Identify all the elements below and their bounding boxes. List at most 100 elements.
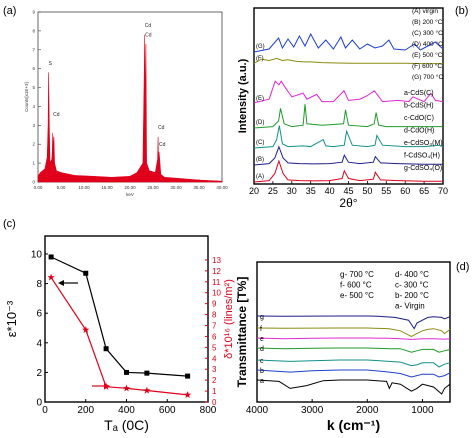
- panel-label-a: (a): [3, 5, 16, 17]
- x-tick-label-b: 65: [419, 186, 429, 196]
- strain-line: [50, 256, 188, 377]
- y-tick-label-a: 9: [32, 10, 35, 15]
- y-tick-label-right-c: 4: [212, 354, 217, 363]
- legend-temp-b: (E) 500 °C: [412, 51, 443, 59]
- x-tick-label-b: 40: [325, 186, 335, 196]
- xrd-series-f: [253, 57, 443, 65]
- strain-point: [144, 370, 150, 376]
- peak-label-a: Cd: [53, 112, 60, 118]
- plot-frame-d: [256, 261, 451, 403]
- dislocation-point: [82, 326, 90, 333]
- legend-phase-b: e-CdSO₃(M): [404, 140, 443, 147]
- y-axis-label-a: Counts[x1E+3]: [24, 82, 29, 112]
- legend-phase-b: b-CdS(H): [404, 103, 434, 110]
- x-tick-label-a: 10.00: [78, 185, 90, 190]
- dislocation-point: [143, 386, 151, 394]
- y-tick-label-right-c: 9: [212, 300, 217, 309]
- x-tick-label-d: 4000: [246, 405, 269, 416]
- x-tick-label-d: 1000: [411, 405, 434, 416]
- x-tick-label-c: 800: [200, 405, 217, 416]
- x-tick-label-b: 25: [268, 186, 278, 196]
- x-tick-label-b: 35: [306, 186, 316, 196]
- strain-point: [83, 270, 89, 276]
- ftir-series-f: [256, 327, 451, 337]
- dislocation-line: [50, 277, 188, 396]
- xrd-series-b: [253, 145, 443, 166]
- y-tick-label-right-c: 0: [212, 398, 217, 407]
- x-tick-label-c: 0: [42, 405, 48, 416]
- legend-box-d: [336, 267, 444, 313]
- plot-frame-a: [37, 11, 223, 183]
- y-tick-label-right-c: 5: [212, 343, 217, 352]
- x-tick-label-b: 70: [438, 186, 448, 196]
- legend-phase-b: g-CdSO₄(O): [404, 165, 442, 172]
- legend-entry-d: d- 400 °C: [395, 270, 429, 279]
- x-axis-label-a: keV: [126, 192, 134, 197]
- trace-label-d: c: [260, 358, 264, 365]
- ftir-series-c: [256, 359, 451, 368]
- y-tick-label-right-c: 12: [212, 267, 221, 276]
- y-tick-label-left-c: 4: [36, 338, 42, 349]
- xrd-series-a: [253, 159, 443, 183]
- x-tick-label-b: 30: [287, 186, 297, 196]
- peak-label-a: Cd: [159, 142, 166, 148]
- legend-temp-b: (F) 600 °C: [412, 62, 442, 70]
- legend-entry-d: a- Virgin: [395, 302, 425, 311]
- y-axis-label-d: Transmittance [T%]: [235, 277, 249, 388]
- y-tick-label-right-c: 3: [212, 365, 217, 374]
- peak-label-a: S: [49, 61, 53, 67]
- spectrum-series-a: [37, 34, 223, 183]
- x-tick-label-a: 25.00: [147, 185, 159, 190]
- trace-label-d: e: [260, 336, 264, 343]
- strain-point: [185, 373, 191, 379]
- trace-label-d: a: [260, 378, 264, 385]
- y-tick-label-a: 2: [32, 142, 35, 147]
- panel-label-c: (c): [3, 218, 16, 230]
- ftir-series-g: [256, 315, 451, 330]
- y-tick-label-right-c: 7: [212, 322, 217, 331]
- x-tick-label-a: 0.00: [34, 185, 43, 190]
- legend-phase-b: c-CdO(C): [404, 115, 434, 122]
- trace-label-d: b: [260, 368, 264, 375]
- strain-point: [103, 346, 109, 352]
- xrd-series-e: [253, 80, 444, 104]
- trace-label-b: (A): [256, 174, 264, 180]
- y-tick-label-a: 8: [32, 28, 35, 33]
- x-tick-label-b: 50: [362, 186, 372, 196]
- legend-entry-d: f- 600 °C: [340, 281, 372, 290]
- legend-entry-d: g- 700 °C: [340, 270, 374, 279]
- x-axis-label-c: Tₐ (0C): [104, 417, 149, 433]
- x-tick-label-b: 60: [400, 186, 410, 196]
- legend-temp-b: (G) 700 °C: [412, 73, 443, 81]
- y-tick-label-a: 3: [32, 123, 35, 128]
- x-tick-label-b: 45: [343, 186, 353, 196]
- x-tick-label-d: 2000: [356, 405, 379, 416]
- ftir-series-d: [256, 347, 451, 353]
- peak-label-a: Cd: [145, 23, 152, 29]
- x-tick-label-c: 200: [77, 405, 94, 416]
- trace-label-d: g: [260, 314, 264, 321]
- y-tick-label-right-c: 13: [212, 256, 221, 265]
- peak-label-a: Cd: [145, 33, 152, 39]
- dislocation-point: [184, 391, 192, 398]
- strain-point: [124, 369, 129, 375]
- trace-label-b: (C): [256, 140, 264, 146]
- legend-entry-d: b- 200 °C: [395, 291, 429, 300]
- y-tick-label-left-c: 8: [36, 279, 42, 290]
- y-axis-label-left-c: ε*10⁻³: [4, 300, 19, 337]
- ftir-series-a: [256, 379, 451, 395]
- panel-a: 0.00 5.00 10.00 15.00 20.00 25.00 30.00 35.00 40…: [24, 10, 228, 198]
- y-tick-label-right-c: 10: [212, 289, 221, 298]
- y-tick-label-right-c: 8: [212, 311, 217, 320]
- y-axis-label-right-c: δ*10¹⁶ (lines/m²): [223, 279, 235, 359]
- legend-phase-b: a-CdS(C): [404, 90, 434, 97]
- y-tick-label-a: 6: [32, 66, 35, 71]
- y-tick-label-a: 5: [32, 85, 35, 90]
- arrow-left-head: [58, 280, 64, 286]
- arrow-right-head: [104, 383, 110, 389]
- ftir-series-b: [256, 369, 451, 378]
- trace-label-d: f: [260, 326, 262, 333]
- x-tick-label-b: 20: [249, 186, 259, 196]
- trace-label-b: (F): [256, 56, 264, 62]
